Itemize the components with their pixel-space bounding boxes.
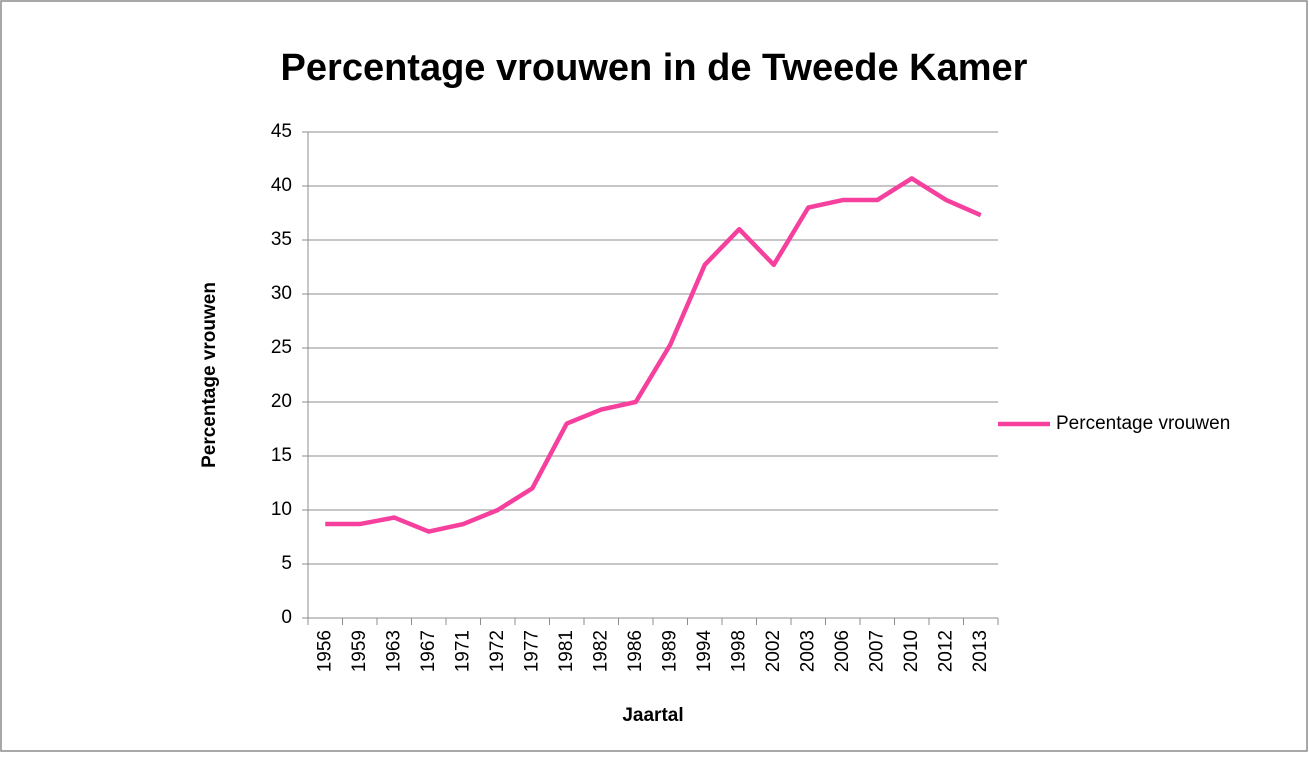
y-tick-label: 25 <box>271 337 292 358</box>
x-tick-label: 1998 <box>728 630 749 672</box>
x-tick-label: 1994 <box>694 630 715 673</box>
x-tick-label: 1986 <box>625 630 646 672</box>
x-tick-label: 2013 <box>970 630 991 672</box>
x-tick-label: 1959 <box>349 630 370 672</box>
x-tick-label: 1981 <box>556 630 577 672</box>
x-tick-label: 1982 <box>590 630 611 672</box>
y-tick-label: 5 <box>281 553 292 574</box>
x-tick-label: 2012 <box>935 630 956 672</box>
y-axis-label: Percentage vrouwen <box>199 282 220 468</box>
x-axis-label: Jaartal <box>622 705 683 726</box>
y-tick-label: 10 <box>271 499 292 520</box>
x-tick-label: 1967 <box>418 630 439 672</box>
x-tick-label: 1956 <box>314 630 335 672</box>
x-tick-label: 1971 <box>452 630 473 672</box>
x-tick-label: 2006 <box>832 630 853 672</box>
x-tick-label: 1963 <box>383 630 404 672</box>
y-tick-label: 35 <box>271 229 292 250</box>
data-line <box>325 176 982 534</box>
x-tick-label: 2010 <box>901 630 922 672</box>
y-tick-label: 0 <box>281 607 292 628</box>
y-tick-label: 30 <box>271 283 292 304</box>
chart-title: Percentage vrouwen in de Tweede Kamer <box>281 47 1028 89</box>
y-tick-label: 20 <box>271 391 292 412</box>
y-tick-label: 40 <box>271 175 292 196</box>
y-tick-label: 15 <box>271 445 292 466</box>
x-tick-label: 1989 <box>659 630 680 672</box>
y-tick-label: 45 <box>271 121 292 142</box>
x-tick-label: 1977 <box>521 630 542 672</box>
x-tick-label: 1972 <box>487 630 508 672</box>
x-tick-label: 2002 <box>763 630 784 672</box>
x-tick-label: 2007 <box>866 630 887 672</box>
x-tick-label: 2003 <box>797 630 818 672</box>
legend-label: Percentage vrouwen <box>1056 413 1230 434</box>
